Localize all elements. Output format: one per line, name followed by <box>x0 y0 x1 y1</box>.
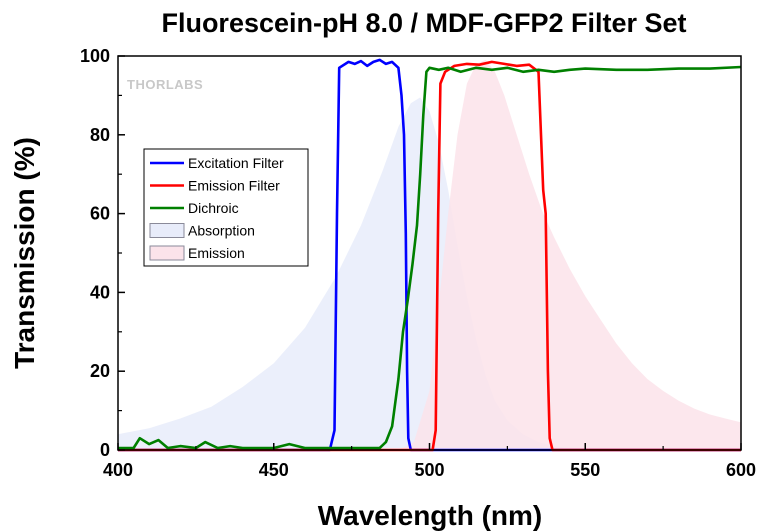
legend-label-dichroic: Dichroic <box>188 200 239 216</box>
x-tick-label: 550 <box>570 460 600 480</box>
legend-label-absorption: Absorption <box>188 223 255 239</box>
legend-label-emission: Emission <box>188 245 245 261</box>
legend-label-excitation-filter: Excitation Filter <box>188 155 284 171</box>
plot-area <box>118 58 742 452</box>
y-tick-label: 20 <box>90 361 110 381</box>
axis-ticks: 400 450 500 550 600 0 20 40 60 80 100 <box>80 46 756 480</box>
y-tick-label: 60 <box>90 204 110 224</box>
series-excitation-filter-line <box>118 58 741 452</box>
legend-swatch-emission <box>149 245 185 261</box>
thorlabs-logo: THORLABS <box>127 77 203 92</box>
y-tick-label: 0 <box>100 440 110 460</box>
y-tick-label: 40 <box>90 282 110 302</box>
x-tick-label: 600 <box>726 460 756 480</box>
x-axis-title: Wavelength (nm) <box>318 500 543 531</box>
y-axis-title: Transmission (%) <box>9 137 40 369</box>
y-tick-label: 100 <box>80 46 110 66</box>
chart-title: Fluorescein-pH 8.0 / MDF-GFP2 Filter Set <box>161 8 686 38</box>
legend: Excitation Filter Emission Filter Dichroic… <box>143 148 309 267</box>
series-dichroic-line <box>118 65 742 450</box>
series-emission-filter-line <box>118 60 741 452</box>
series-emission-area <box>398 59 741 451</box>
x-tick-label: 400 <box>103 460 133 480</box>
y-tick-label: 80 <box>90 125 110 145</box>
legend-swatch-absorption <box>149 223 185 238</box>
legend-label-emission-filter: Emission Filter <box>188 178 280 194</box>
x-tick-label: 450 <box>259 460 289 480</box>
x-tick-label: 500 <box>414 460 444 480</box>
